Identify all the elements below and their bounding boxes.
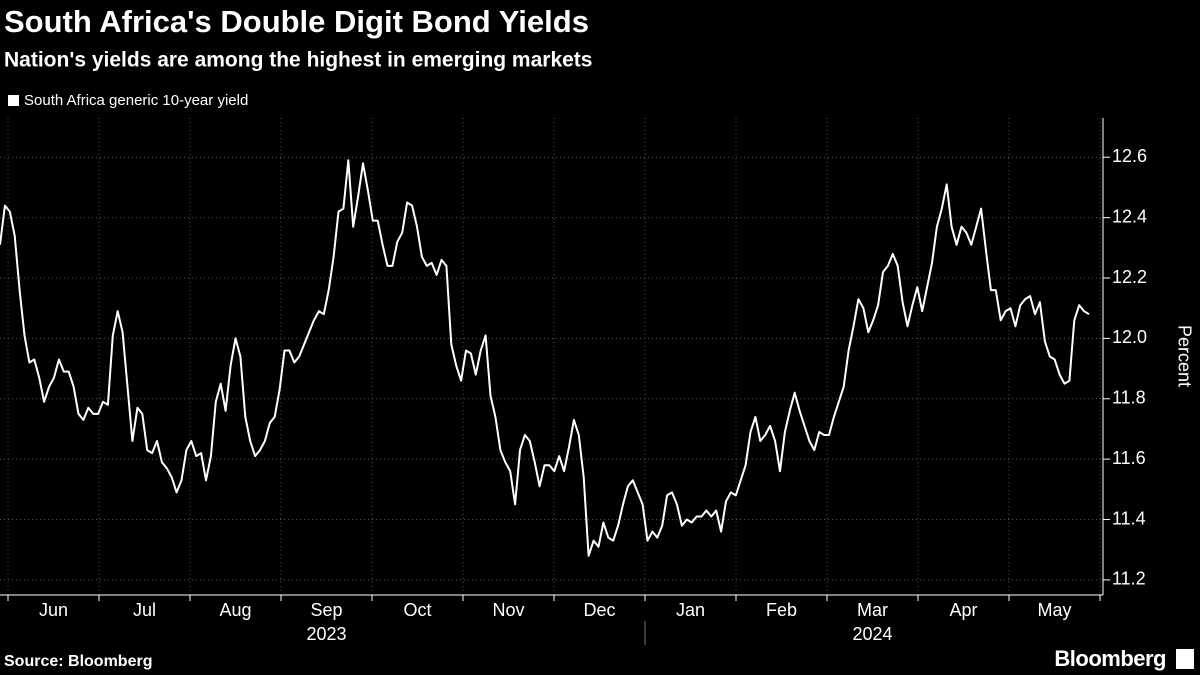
- legend-label: South Africa generic 10-year yield: [24, 92, 248, 109]
- data-line: [0, 159, 1090, 557]
- x-tick-label: Oct: [403, 600, 431, 620]
- x-tick-label: Jan: [676, 600, 705, 620]
- y-tick-label: 11.4: [1112, 508, 1146, 528]
- x-tick-label: Sep: [310, 600, 342, 620]
- x-tick-label: Apr: [949, 600, 977, 620]
- y-tick-label: 12.6: [1112, 146, 1147, 166]
- logo: Bloomberg: [1054, 646, 1166, 671]
- legend-swatch: [8, 95, 19, 106]
- y-tick-label: 11.8: [1112, 388, 1146, 408]
- x-tick-label: Feb: [766, 600, 797, 620]
- chart-subtitle: Nation's yields are among the highest in…: [4, 49, 592, 72]
- chart-title: South Africa's Double Digit Bond Yields: [4, 4, 589, 39]
- source: Source: Bloomberg: [4, 653, 152, 670]
- logo-icon: [1176, 649, 1194, 669]
- y-tick-label: 11.2: [1112, 569, 1146, 589]
- y-tick-label: 11.6: [1112, 448, 1146, 468]
- y-tick-label: 12.0: [1112, 327, 1147, 347]
- x-tick-label: Jul: [133, 600, 156, 620]
- x-tick-label: May: [1037, 600, 1071, 620]
- y-axis-label: Percent: [1174, 325, 1194, 387]
- y-tick-label: 12.4: [1112, 206, 1147, 226]
- x-tick-label: Dec: [583, 600, 615, 620]
- x-tick-label: Jun: [39, 600, 68, 620]
- year-label: 2023: [306, 624, 346, 644]
- x-tick-label: Aug: [219, 600, 251, 620]
- x-tick-label: Mar: [857, 600, 888, 620]
- year-label: 2024: [852, 624, 892, 644]
- y-tick-label: 12.2: [1112, 267, 1147, 287]
- x-tick-label: Nov: [492, 600, 524, 620]
